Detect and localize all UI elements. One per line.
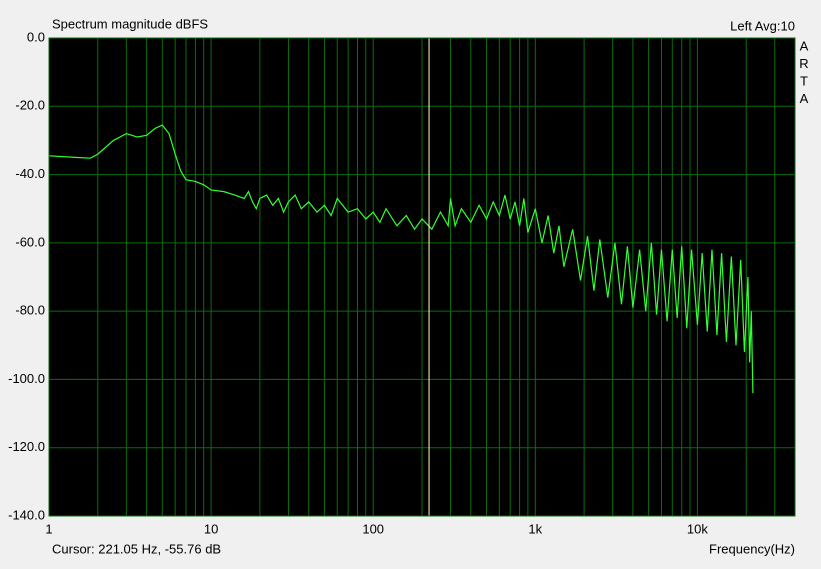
side-label-letter: A [800, 91, 809, 106]
x-tick-label: 10 [204, 521, 218, 536]
y-tick-label: 0.0 [27, 29, 45, 44]
x-axis-label: Frequency(Hz) [709, 541, 795, 556]
y-tick-label: -40.0 [15, 166, 45, 181]
spectrum-line [49, 124, 754, 394]
x-tick-label: 10k [687, 521, 708, 536]
x-tick-label: 100 [362, 521, 384, 536]
y-tick-label: -80.0 [15, 303, 45, 318]
chart-title: Spectrum magnitude dBFS [52, 16, 208, 31]
x-tick-label: 1 [45, 521, 52, 536]
y-tick-label: -120.0 [8, 439, 45, 454]
side-label-letter: A [800, 38, 809, 53]
y-tick-label: -20.0 [15, 98, 45, 113]
channel-label: Left Avg:10 [730, 18, 795, 33]
cursor-readout: Cursor: 221.05 Hz, -55.76 dB [52, 541, 221, 556]
side-label-letter: R [799, 56, 808, 71]
side-label-letter: T [800, 73, 808, 88]
y-tick-label: -60.0 [15, 234, 45, 249]
plot-border [48, 37, 796, 517]
y-tick-label: -100.0 [8, 371, 45, 386]
x-tick-label: 1k [528, 521, 542, 536]
y-tick-label: -140.0 [8, 507, 45, 522]
